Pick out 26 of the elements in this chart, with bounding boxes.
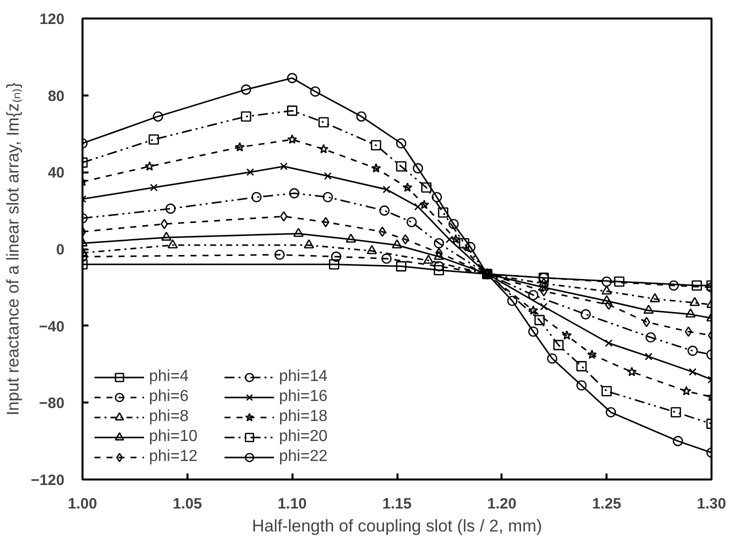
x-tick-label: 1.05 xyxy=(172,496,202,512)
x-axis-title: Half-length of coupling slot (ls / 2, mm) xyxy=(252,516,542,536)
y-tick-label: −80 xyxy=(39,395,65,412)
x-tick-label: 1.25 xyxy=(592,496,622,512)
x-tick-label: 1.30 xyxy=(696,496,726,512)
x-tick-label: 1.15 xyxy=(382,496,412,512)
x-tick-label: 1.00 xyxy=(68,496,98,512)
legend-label: phi=4 xyxy=(149,368,190,386)
legend-label: phi=16 xyxy=(279,388,328,406)
y-tick-label: 80 xyxy=(48,88,65,105)
legend-label: phi=20 xyxy=(279,428,328,446)
y-tick-label: 120 xyxy=(39,11,65,28)
legend-label: phi=10 xyxy=(149,428,198,446)
y-axis-title: Input reactance of a linear slot array, Im{z₍ₙ₎} xyxy=(4,82,23,416)
y-tick-label: 40 xyxy=(48,164,65,182)
legend-label: phi=14 xyxy=(279,368,328,386)
legend-label: phi=6 xyxy=(149,388,190,406)
y-tick-label: −120 xyxy=(30,472,65,489)
legend-label: phi=18 xyxy=(279,408,328,426)
x-tick-label: 1.20 xyxy=(487,496,516,512)
y-tick-label: −40 xyxy=(39,318,65,336)
x-tick-label: 1.10 xyxy=(278,496,307,512)
legend-label: phi=12 xyxy=(149,448,198,466)
legend-label: phi=8 xyxy=(149,408,190,426)
legend-label: phi=22 xyxy=(279,448,328,466)
y-tick-label: 0 xyxy=(56,242,64,258)
